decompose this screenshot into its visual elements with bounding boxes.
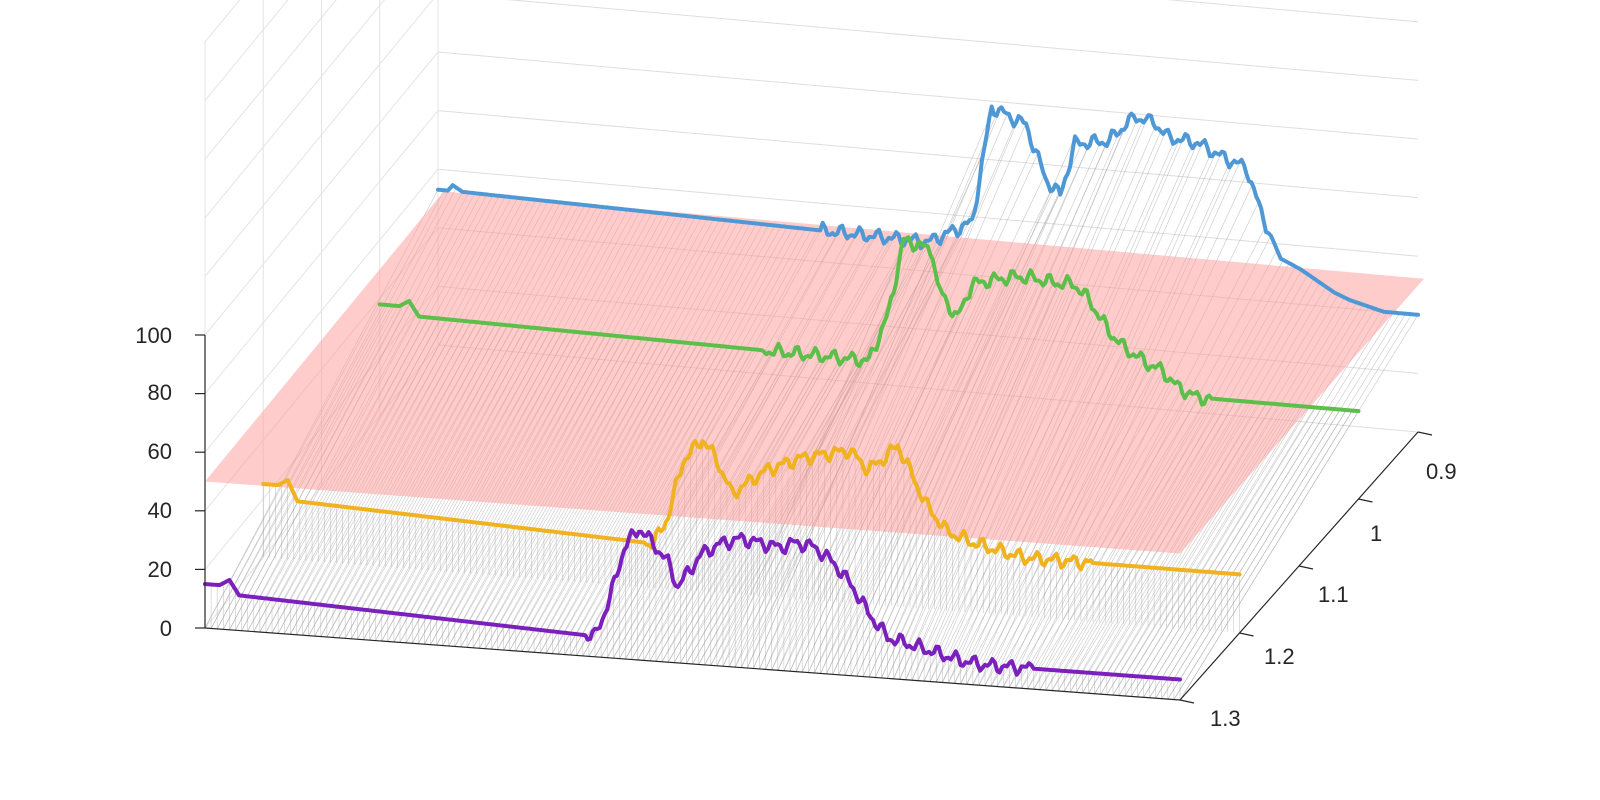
y-tick bbox=[1298, 565, 1314, 570]
y-tick-label: 0.9 bbox=[1426, 459, 1457, 484]
z-tick-label: 60 bbox=[148, 439, 172, 464]
drop-line bbox=[1167, 409, 1347, 700]
grid-line bbox=[1166, 0, 1419, 23]
z-axis-tick-labels: 0 20 40 60 80 100 bbox=[135, 323, 172, 641]
drop-line bbox=[1137, 407, 1316, 698]
series-line bbox=[261, 439, 1242, 577]
y-tick-label: 1.1 bbox=[1318, 582, 1349, 607]
drop-line bbox=[1179, 410, 1359, 701]
z-tick-label: 0 bbox=[160, 616, 172, 641]
y-tick bbox=[1417, 431, 1433, 436]
x-axis-line bbox=[204, 627, 1181, 701]
series-line bbox=[377, 235, 1361, 414]
grid-line bbox=[437, 110, 1419, 199]
grid-line bbox=[437, 168, 1419, 257]
series-lines bbox=[203, 104, 1420, 682]
y-tick-label: 1.3 bbox=[1210, 706, 1241, 731]
grid-line bbox=[506, 0, 1419, 81]
z-tick-label: 80 bbox=[148, 380, 172, 405]
drop-line bbox=[1124, 406, 1304, 697]
z-tick-label: 20 bbox=[148, 557, 172, 582]
z-tick-label: 40 bbox=[148, 498, 172, 523]
y-tick bbox=[1179, 699, 1195, 704]
drop-line bbox=[1173, 410, 1353, 700]
y-tick-label: 1.2 bbox=[1264, 644, 1295, 669]
z-tick-label: 100 bbox=[135, 323, 172, 348]
drop-line bbox=[1155, 408, 1335, 699]
y-axis-tick-labels: 0.9 1 1.1 1.2 1.3 bbox=[1210, 459, 1457, 731]
y-tick-label: 1 bbox=[1370, 521, 1382, 546]
drop-line bbox=[1143, 407, 1323, 698]
axes bbox=[195, 334, 1433, 704]
y-tick bbox=[1239, 632, 1254, 637]
drop-line bbox=[1149, 408, 1329, 698]
threshold-plane bbox=[205, 191, 1424, 554]
drop-line bbox=[1130, 406, 1310, 697]
y-tick bbox=[1358, 498, 1373, 503]
grid-line bbox=[437, 51, 1419, 140]
series-line bbox=[436, 104, 1420, 317]
threshold-plane-surface bbox=[205, 191, 1424, 554]
grid-line bbox=[204, 0, 289, 101]
series-line bbox=[203, 528, 1182, 682]
drop-line bbox=[1161, 409, 1341, 699]
